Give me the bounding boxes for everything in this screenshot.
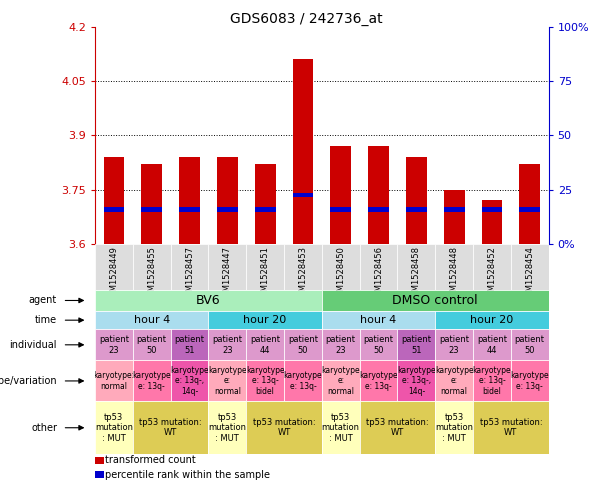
Bar [142,207,162,212]
Text: karyotype:
normal: karyotype: normal [93,371,134,391]
Text: other: other [31,423,57,433]
Text: karyotype
e:
normal: karyotype e: normal [435,366,473,396]
Text: GSM1528453: GSM1528453 [299,246,308,302]
Text: tp53 mutation:
WT: tp53 mutation: WT [366,418,428,438]
Text: GSM1528452: GSM1528452 [487,246,497,302]
Text: patient
44: patient 44 [477,335,507,355]
Bar [322,244,360,290]
Bar [444,190,465,244]
Text: BV6: BV6 [196,294,221,307]
Text: tp53
mutation
: MUT: tp53 mutation : MUT [435,413,473,442]
Text: karyotype
e: 13q-,
14q-: karyotype e: 13q-, 14q- [170,366,209,396]
Text: karyotype
e: 13q-
bidel: karyotype e: 13q- bidel [473,366,511,396]
Text: time: time [35,315,57,325]
Bar [292,193,313,198]
Text: hour 4: hour 4 [134,315,170,325]
Bar [435,244,473,290]
Text: patient
50: patient 50 [137,335,167,355]
Text: tp53 mutation:
WT: tp53 mutation: WT [479,418,542,438]
Bar [473,244,511,290]
Text: GDS6083 / 242736_at: GDS6083 / 242736_at [230,12,383,26]
Text: patient
44: patient 44 [250,335,280,355]
Text: DMSO control: DMSO control [392,294,478,307]
Text: tp53
mutation
: MUT: tp53 mutation : MUT [322,413,360,442]
Bar [255,207,275,212]
Text: hour 20: hour 20 [470,315,514,325]
Text: karyotype
e: 13q-: karyotype e: 13q- [511,371,549,391]
Bar [133,244,170,290]
Text: karyotype
e:
normal: karyotype e: normal [208,366,246,396]
Bar [170,244,208,290]
Bar [368,207,389,212]
Text: hour 20: hour 20 [243,315,287,325]
Text: karyotype
e: 13q-
bidel: karyotype e: 13q- bidel [246,366,284,396]
Bar [217,207,238,212]
Text: tp53 mutation:
WT: tp53 mutation: WT [139,418,202,438]
Bar [368,146,389,244]
Bar [142,164,162,244]
Text: patient
51: patient 51 [175,335,205,355]
Text: transformed count: transformed count [105,455,196,466]
Text: GSM1528456: GSM1528456 [374,246,383,302]
Bar [95,244,133,290]
Text: patient
50: patient 50 [515,335,545,355]
Bar [360,244,397,290]
Text: GSM1528457: GSM1528457 [185,246,194,302]
Text: tp53 mutation:
WT: tp53 mutation: WT [253,418,315,438]
Text: patient
23: patient 23 [326,335,356,355]
Bar [246,244,284,290]
Text: patient
23: patient 23 [212,335,242,355]
Text: agent: agent [29,296,57,305]
Bar [179,207,200,212]
Text: tp53
mutation
: MUT: tp53 mutation : MUT [95,413,133,442]
Text: karyotype
e:
normal: karyotype e: normal [321,366,360,396]
Text: GSM1528450: GSM1528450 [336,246,345,302]
Text: patient
23: patient 23 [439,335,469,355]
Text: individual: individual [10,340,57,350]
Bar [511,244,549,290]
Bar [179,157,200,244]
Bar [482,200,502,244]
Bar [95,471,104,479]
Text: karyotype
e: 13q-,
14q-: karyotype e: 13q-, 14q- [397,366,436,396]
Text: genotype/variation: genotype/variation [0,376,57,386]
Bar [397,244,435,290]
Bar [217,157,238,244]
Text: GSM1528448: GSM1528448 [449,246,459,302]
Bar [444,207,465,212]
Text: GSM1528451: GSM1528451 [261,246,270,302]
Text: karyotype
e: 13q-: karyotype e: 13q- [359,371,398,391]
Text: patient
51: patient 51 [402,335,432,355]
Bar [519,164,540,244]
Bar [519,207,540,212]
Bar [330,146,351,244]
Text: karyotype
e: 13q-: karyotype e: 13q- [132,371,171,391]
Bar [292,59,313,244]
Text: GSM1528447: GSM1528447 [223,246,232,302]
Text: percentile rank within the sample: percentile rank within the sample [105,470,270,480]
Text: GSM1528454: GSM1528454 [525,246,535,302]
Bar [406,157,427,244]
Text: patient
50: patient 50 [288,335,318,355]
Bar [208,244,246,290]
Text: patient
50: patient 50 [364,335,394,355]
Text: GSM1528455: GSM1528455 [147,246,156,302]
Bar [284,244,322,290]
Text: GSM1528458: GSM1528458 [412,246,421,302]
Bar [330,207,351,212]
Bar [104,207,124,212]
Text: tp53
mutation
: MUT: tp53 mutation : MUT [208,413,246,442]
Text: karyotype
e: 13q-: karyotype e: 13q- [284,371,322,391]
Bar [406,207,427,212]
Bar [482,207,502,212]
Bar [104,157,124,244]
Text: GSM1528449: GSM1528449 [109,246,118,302]
Bar [95,457,104,464]
Text: hour 4: hour 4 [360,315,397,325]
Text: patient
23: patient 23 [99,335,129,355]
Bar [255,164,275,244]
